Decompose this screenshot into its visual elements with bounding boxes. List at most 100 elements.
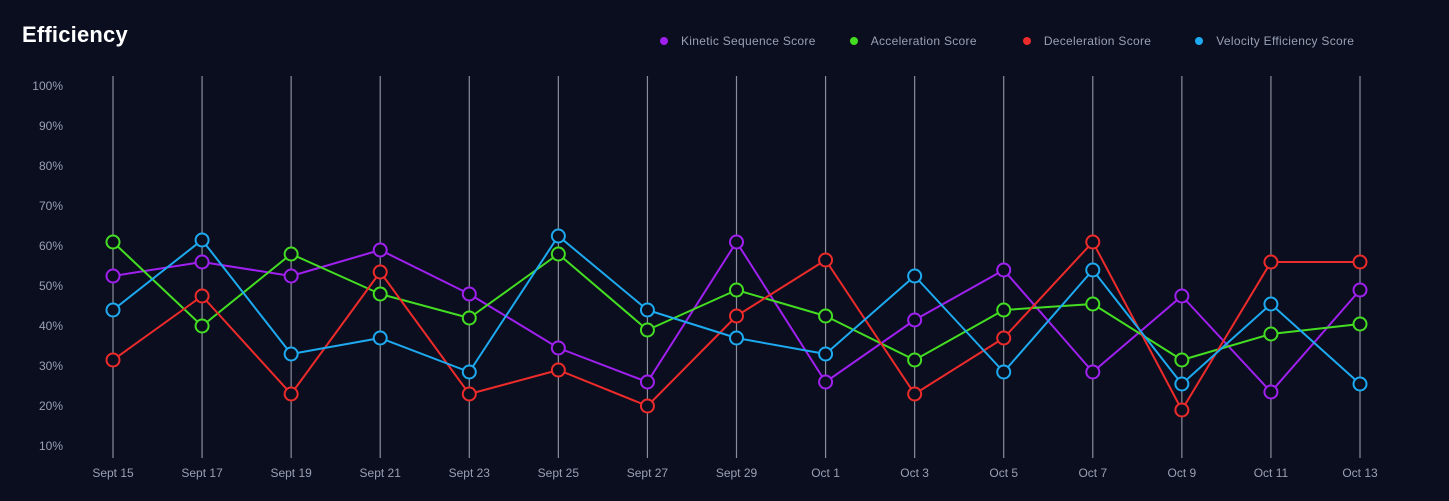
data-point-kinetic <box>105 268 121 284</box>
data-point-deceleration <box>105 352 121 368</box>
data-point-kinetic <box>907 312 923 328</box>
data-point-velocity <box>550 228 566 244</box>
legend-dot-velocity <box>1195 37 1204 45</box>
data-point-acceleration <box>1352 316 1368 332</box>
y-tick-label: 80% <box>39 159 63 173</box>
x-tick-label: Sept 15 <box>92 466 134 480</box>
legend-label-acceleration: Acceleration Score <box>870 34 977 48</box>
data-point-velocity <box>639 302 655 318</box>
data-point-acceleration <box>729 282 744 298</box>
x-tick-label: Oct 3 <box>900 466 929 480</box>
data-point-kinetic <box>639 374 655 390</box>
data-point-acceleration <box>1085 296 1101 312</box>
x-tick-label: Sept 29 <box>716 466 758 480</box>
data-point-deceleration <box>1263 254 1279 270</box>
legend-item-deceleration[interactable]: Deceleration Score <box>1022 34 1152 48</box>
data-point-velocity <box>1085 262 1101 278</box>
data-point-deceleration <box>550 362 566 378</box>
data-point-velocity <box>1263 296 1279 312</box>
data-point-kinetic <box>550 340 566 356</box>
data-point-deceleration <box>283 386 299 402</box>
data-point-acceleration <box>907 352 923 368</box>
data-point-acceleration <box>105 234 121 250</box>
data-point-deceleration <box>996 330 1012 346</box>
y-tick-label: 30% <box>39 359 63 373</box>
y-tick-label: 40% <box>39 319 63 333</box>
data-point-acceleration <box>461 310 477 326</box>
data-point-velocity <box>283 346 299 362</box>
x-tick-label: Oct 7 <box>1078 466 1107 480</box>
data-point-deceleration <box>194 288 210 304</box>
legend-item-acceleration[interactable]: Acceleration Score <box>849 34 977 48</box>
x-tick-label: Sept 27 <box>627 466 669 480</box>
data-point-velocity <box>996 364 1012 380</box>
x-tick-label: Oct 11 <box>1254 466 1289 480</box>
data-point-velocity <box>105 302 121 318</box>
data-point-acceleration <box>372 286 388 302</box>
data-point-acceleration <box>194 318 210 334</box>
legend-dot-deceleration <box>1022 37 1031 45</box>
data-point-velocity <box>907 268 923 284</box>
data-point-acceleration <box>639 322 655 338</box>
data-point-velocity <box>1352 376 1368 392</box>
data-point-velocity <box>818 346 834 362</box>
data-point-velocity <box>1174 376 1190 392</box>
data-point-deceleration <box>461 386 477 402</box>
data-point-acceleration <box>996 302 1012 318</box>
legend-label-kinetic: Kinetic Sequence Score <box>681 34 816 48</box>
data-point-kinetic <box>1263 384 1279 400</box>
data-point-velocity <box>729 330 744 346</box>
data-point-kinetic <box>1085 364 1101 380</box>
data-point-acceleration <box>283 246 299 262</box>
data-point-deceleration <box>372 264 388 280</box>
y-tick-label: 90% <box>39 119 63 133</box>
data-point-velocity <box>194 232 210 248</box>
data-point-deceleration <box>729 308 744 324</box>
data-point-deceleration <box>1174 402 1190 418</box>
data-point-kinetic <box>1352 282 1368 298</box>
x-tick-label: Oct 1 <box>811 466 840 480</box>
y-tick-label: 100% <box>32 79 63 93</box>
data-point-kinetic <box>283 268 299 284</box>
x-tick-label: Sept 19 <box>270 466 312 480</box>
y-tick-label: 50% <box>39 279 63 293</box>
y-tick-label: 10% <box>39 439 63 453</box>
legend-dot-acceleration <box>849 37 858 45</box>
data-point-kinetic <box>1174 288 1190 304</box>
y-tick-label: 70% <box>39 199 63 213</box>
data-point-kinetic <box>194 254 210 270</box>
chart-title: Efficiency <box>22 22 128 47</box>
data-point-deceleration <box>907 386 923 402</box>
x-tick-label: Sept 23 <box>449 466 491 480</box>
data-point-kinetic <box>372 242 388 258</box>
data-point-deceleration <box>639 398 655 414</box>
data-point-acceleration <box>1263 326 1279 342</box>
legend-item-velocity[interactable]: Velocity Efficiency Score <box>1195 34 1354 48</box>
legend-dot-kinetic <box>660 37 668 45</box>
data-point-acceleration <box>1174 352 1190 368</box>
x-tick-label: Sept 17 <box>181 466 223 480</box>
legend-label-deceleration: Deceleration Score <box>1043 34 1152 48</box>
y-tick-label: 60% <box>39 239 63 253</box>
data-point-deceleration <box>818 252 834 268</box>
data-point-velocity <box>461 364 477 380</box>
y-tick-label: 20% <box>39 399 63 413</box>
x-tick-label: Sept 25 <box>538 466 580 480</box>
data-point-acceleration <box>818 308 834 324</box>
legend-item-kinetic[interactable]: Kinetic Sequence Score <box>660 34 816 48</box>
chart-legend: Kinetic Sequence Score Acceleration Scor… <box>660 34 1354 48</box>
x-tick-label: Oct 9 <box>1168 466 1197 480</box>
data-point-kinetic <box>729 234 744 250</box>
x-tick-label: Sept 21 <box>360 466 402 480</box>
data-point-acceleration <box>550 246 566 262</box>
data-point-deceleration <box>1085 234 1101 250</box>
data-point-velocity <box>372 330 388 346</box>
legend-label-velocity: Velocity Efficiency Score <box>1216 34 1355 48</box>
data-point-deceleration <box>1352 254 1368 270</box>
x-tick-label: Oct 13 <box>1342 466 1378 480</box>
x-tick-label: Oct 5 <box>989 466 1018 480</box>
data-point-kinetic <box>818 374 834 390</box>
data-point-kinetic <box>996 262 1012 278</box>
